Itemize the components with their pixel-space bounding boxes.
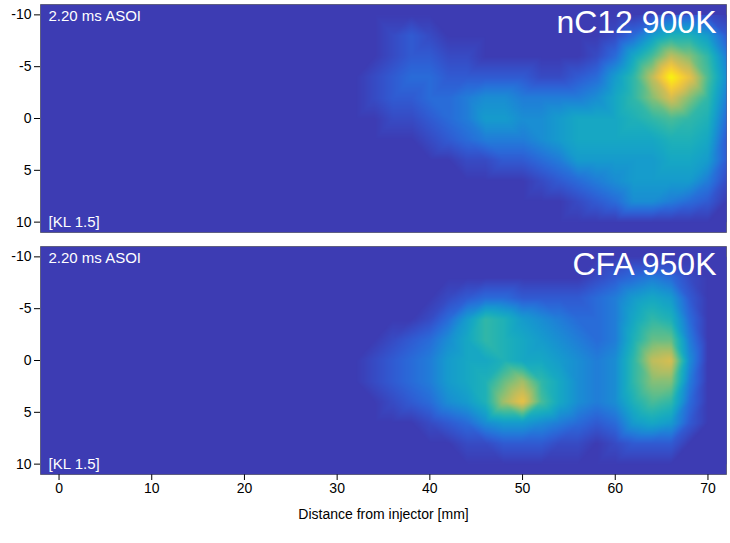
svg-text:5: 5 (24, 404, 32, 420)
svg-text:60: 60 (607, 480, 623, 496)
svg-text:20: 20 (237, 480, 253, 496)
svg-text:[KL 1.5]: [KL 1.5] (49, 455, 100, 472)
svg-text:-10: -10 (11, 248, 31, 264)
svg-text:[KL 1.5]: [KL 1.5] (49, 213, 100, 230)
svg-text:10: 10 (144, 480, 160, 496)
svg-text:10: 10 (16, 456, 32, 472)
svg-text:2.20 ms ASOI: 2.20 ms ASOI (49, 7, 142, 24)
svg-text:70: 70 (700, 480, 716, 496)
svg-text:50: 50 (515, 480, 531, 496)
svg-text:10: 10 (16, 214, 32, 230)
svg-text:-10: -10 (11, 6, 31, 22)
svg-text:2.20 ms ASOI: 2.20 ms ASOI (49, 249, 142, 266)
svg-text:-5: -5 (19, 58, 32, 74)
svg-text:Distance from injector [mm]: Distance from injector [mm] (298, 506, 468, 522)
svg-text:CFA 950K: CFA 950K (572, 246, 716, 282)
svg-text:30: 30 (329, 480, 345, 496)
svg-text:40: 40 (422, 480, 438, 496)
svg-text:-5: -5 (19, 300, 32, 316)
svg-text:0: 0 (24, 110, 32, 126)
svg-text:0: 0 (55, 480, 63, 496)
svg-text:0: 0 (24, 352, 32, 368)
svg-text:5: 5 (24, 162, 32, 178)
svg-text:nC12 900K: nC12 900K (556, 4, 716, 40)
